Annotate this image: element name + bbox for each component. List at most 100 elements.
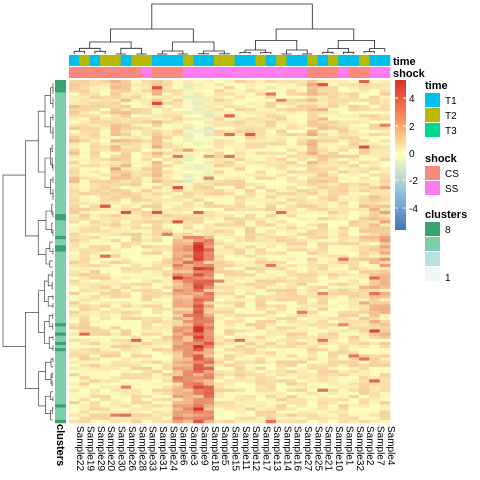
heatmap-cell (141, 313, 153, 318)
heatmap-cell (162, 86, 173, 90)
heatmap-cell (358, 170, 370, 174)
heatmap-cell (172, 157, 184, 162)
heatmap-cell (358, 366, 370, 371)
heatmap-cell (100, 416, 111, 421)
heatmap-cell (296, 108, 308, 112)
heatmap-cell (379, 273, 391, 277)
heatmap-cell (110, 404, 122, 408)
heatmap-cell (224, 360, 235, 365)
heatmap-cell (193, 394, 204, 399)
heatmap-cell (120, 179, 132, 184)
row-dendrogram-branch (48, 315, 53, 327)
heatmap-cell (151, 148, 163, 153)
heatmap-cell (255, 388, 267, 393)
color-scale-tick-label: 2 (409, 122, 415, 133)
column-label: Sample2 (364, 426, 375, 466)
heatmap-cell (120, 232, 132, 237)
heatmap-cell (276, 379, 287, 383)
heatmap-cell (203, 260, 215, 265)
heatmap-cell (131, 176, 142, 181)
heatmap-cell (286, 348, 298, 352)
heatmap-cell (369, 279, 380, 283)
heatmap-cell (245, 220, 256, 224)
heatmap-cell (131, 373, 142, 377)
heatmap-cell (327, 419, 339, 424)
legend-clusters-swatch (425, 222, 440, 236)
heatmap-cell (89, 201, 101, 206)
heatmap-cell (358, 123, 370, 128)
heatmap-cell (255, 260, 267, 265)
heatmap-cell (348, 189, 360, 193)
cluster-annotation-cell (55, 388, 66, 393)
heatmap-cell (120, 345, 132, 349)
cluster-annotation-cell (55, 114, 66, 118)
heatmap-cell (224, 120, 235, 124)
heatmap-cell (379, 139, 391, 143)
heatmap-cell (307, 257, 318, 262)
heatmap-cell (224, 351, 235, 355)
heatmap-cell (327, 288, 339, 293)
heatmap-cell (182, 320, 194, 324)
cluster-annotation-cell (55, 326, 66, 330)
heatmap-cell (120, 182, 132, 187)
heatmap-cell (265, 379, 277, 383)
heatmap-cell (100, 92, 111, 96)
heatmap-cell (151, 307, 163, 312)
heatmap-cell (131, 379, 142, 383)
heatmap-cell (110, 351, 122, 355)
heatmap-cell (369, 201, 380, 206)
heatmap-cell (100, 189, 111, 193)
heatmap-cell (141, 95, 153, 100)
heatmap-cell (79, 295, 90, 299)
cluster-annotation-cell (55, 239, 66, 243)
heatmap-cell (276, 285, 287, 290)
heatmap-cell (245, 192, 256, 196)
heatmap-cell (141, 186, 153, 190)
heatmap-cell (255, 379, 267, 383)
heatmap-cell (348, 83, 360, 87)
heatmap-cell (276, 182, 287, 187)
heatmap-cell (172, 251, 184, 255)
heatmap-cell (172, 360, 184, 365)
heatmap-cell (369, 404, 380, 408)
heatmap-cell (79, 86, 90, 90)
heatmap-cell (89, 320, 101, 324)
heatmap-cell (120, 394, 132, 399)
heatmap-cell (255, 298, 267, 302)
heatmap-cell (141, 379, 153, 383)
heatmap-cell (358, 126, 370, 131)
heatmap-cell (182, 369, 194, 374)
heatmap-cell (224, 316, 235, 321)
heatmap-cell (110, 313, 122, 318)
heatmap-cell (338, 95, 349, 100)
heatmap-cell (151, 126, 163, 131)
heatmap-cell (348, 351, 360, 355)
heatmap-cell (255, 338, 267, 343)
heatmap-cell (338, 179, 349, 184)
heatmap-cell (110, 133, 122, 137)
heatmap-cell (89, 189, 101, 193)
heatmap-cell (213, 245, 225, 249)
heatmap-cell (110, 401, 122, 405)
heatmap-cell (296, 89, 308, 93)
heatmap-cell (265, 192, 277, 196)
heatmap-cell (265, 83, 277, 87)
heatmap-cell (317, 348, 329, 352)
heatmap-cell (100, 369, 111, 374)
heatmap-cell (69, 366, 80, 371)
heatmap-cell (203, 207, 215, 212)
heatmap-cell (162, 251, 173, 255)
heatmap-cell (141, 273, 153, 277)
time-annotation-cell (379, 55, 391, 66)
heatmap-cell (89, 373, 101, 377)
heatmap-cell (172, 123, 184, 128)
heatmap-cell (245, 404, 256, 408)
heatmap-cell (79, 89, 90, 93)
heatmap-cell (255, 86, 267, 90)
cluster-annotation-cell (55, 285, 66, 290)
heatmap-cell (327, 148, 339, 153)
heatmap-cell (213, 298, 225, 302)
heatmap-cell (369, 182, 380, 187)
heatmap-cell (317, 95, 329, 100)
heatmap-cell (327, 95, 339, 100)
